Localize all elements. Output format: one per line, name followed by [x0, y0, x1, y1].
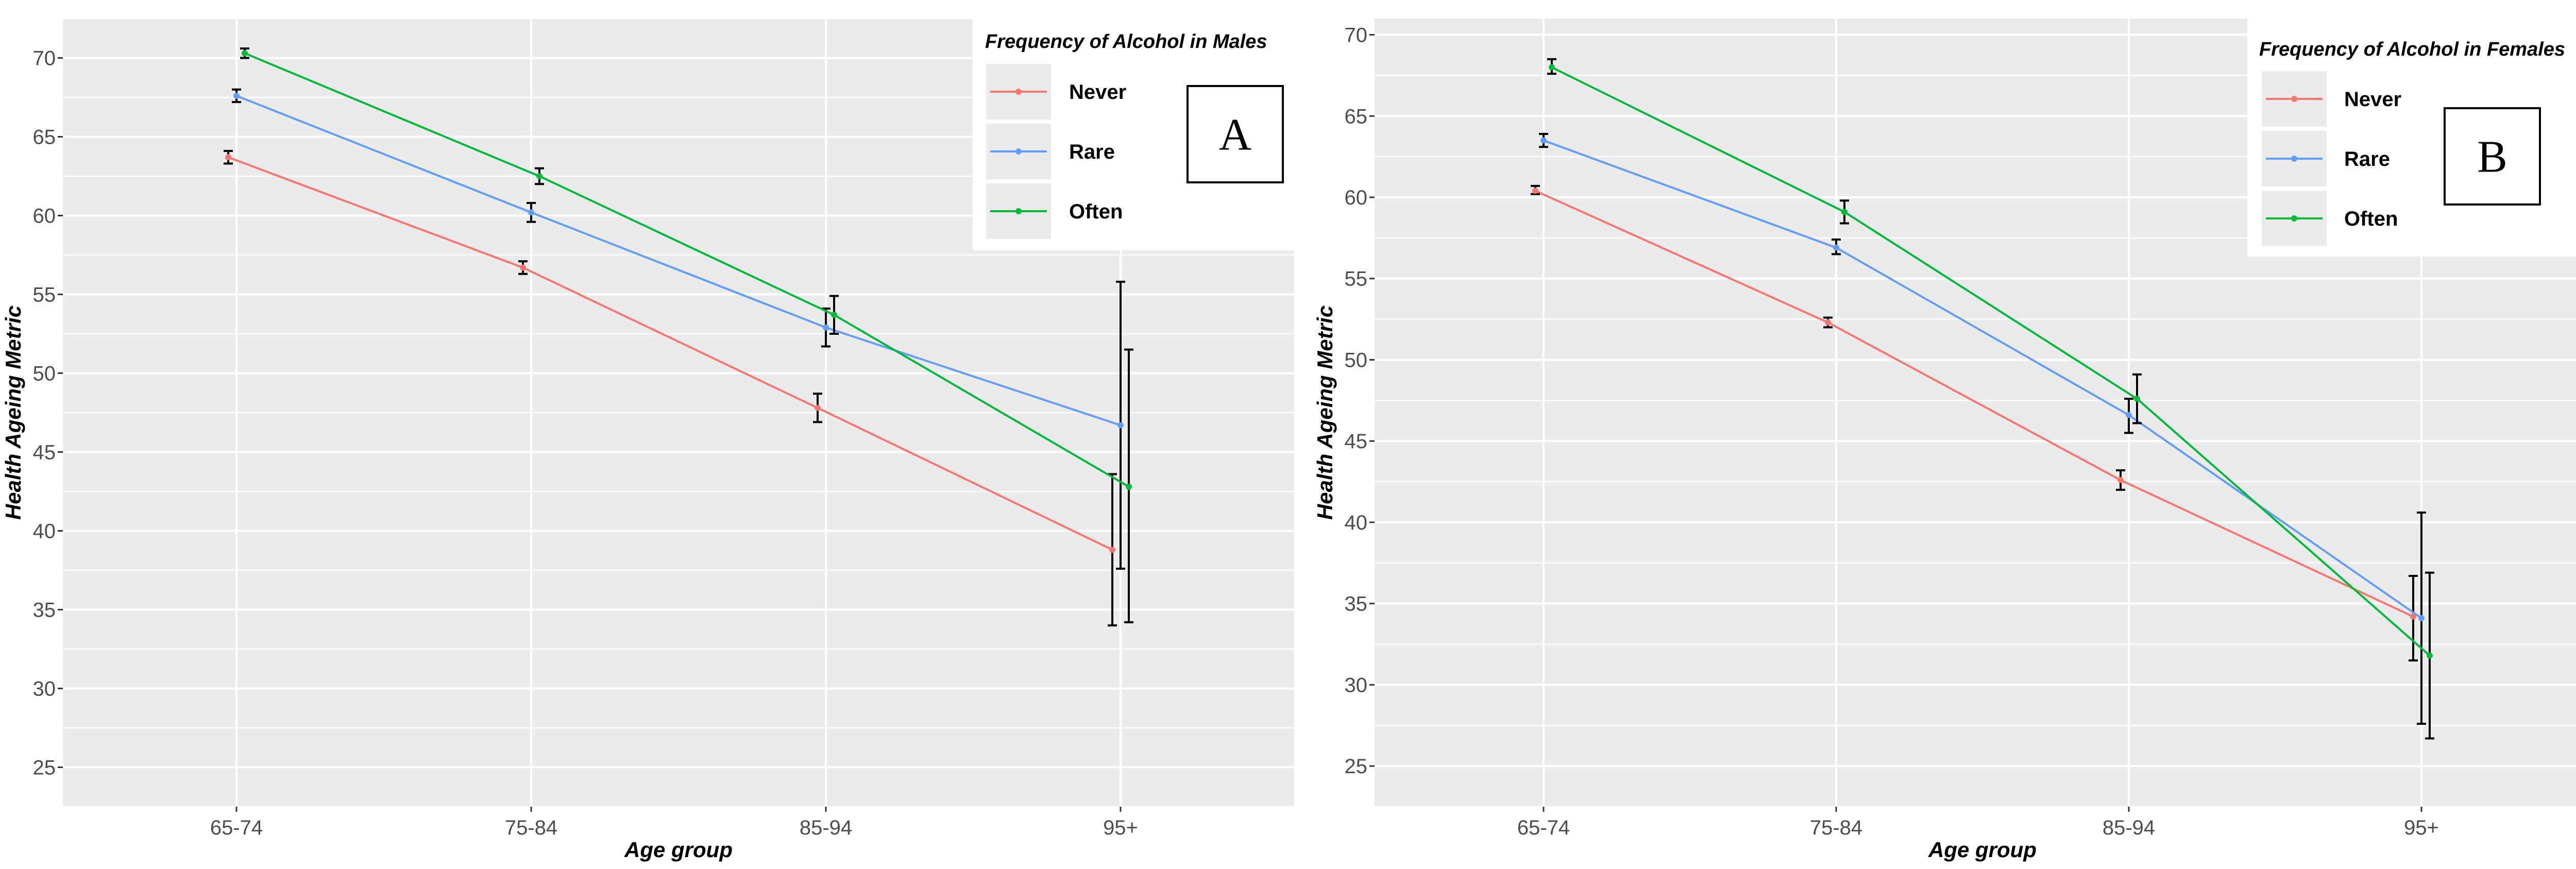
legend-item-never: Never	[2262, 71, 2401, 127]
y-tick-label: 25	[1345, 755, 1368, 778]
y-tick-label: 25	[33, 757, 56, 779]
data-point	[823, 324, 829, 331]
x-tick-label: 85-94	[800, 816, 852, 839]
data-point	[815, 404, 821, 411]
series-line-often	[1551, 66, 2431, 657]
y-tick-label: 55	[1345, 268, 1368, 291]
data-point	[831, 312, 837, 318]
data-point	[2134, 396, 2140, 402]
data-point	[2126, 412, 2132, 418]
series-line-never	[228, 156, 1113, 551]
legend-label: Never	[2344, 88, 2401, 111]
y-tick-label: 60	[33, 205, 56, 228]
y-tick-label: 30	[1345, 674, 1368, 696]
x-axis-title: Age group	[624, 838, 733, 862]
y-tick-label: 35	[1345, 593, 1368, 616]
series-line-rare	[236, 95, 1121, 427]
y-tick-label: 50	[33, 363, 56, 385]
series-line-never	[1535, 190, 2414, 618]
y-tick-label: 30	[33, 678, 56, 701]
series-often	[240, 47, 1133, 623]
panel-label-box: B	[2444, 107, 2541, 206]
y-tick-label: 50	[1345, 349, 1368, 371]
legend-item-rare: Rare	[986, 124, 1115, 179]
data-point	[1109, 547, 1115, 553]
x-tick-label: 95+	[1103, 816, 1138, 839]
legend-key-point	[1015, 148, 1022, 155]
panel-b: 25 30 35 40 45 50 55 60 65 70 65-74 75-84 85-94 95+ A…	[1313, 19, 2576, 862]
panel-a: 25 30 35 40 45 50 55 60 65 70 65-74 75-84 85-94 95+ A…	[1, 18, 1294, 862]
data-point	[2418, 615, 2425, 622]
data-point	[1549, 64, 1555, 71]
data-point	[1532, 188, 1538, 194]
y-tick-label: 55	[33, 284, 56, 306]
series-never	[1531, 184, 2418, 662]
x-tick-label: 65-74	[1517, 816, 1570, 839]
data-point	[1117, 422, 1124, 429]
data-point	[1126, 483, 1132, 490]
legend-key-point	[1015, 208, 1022, 214]
data-point	[528, 209, 534, 216]
data-point	[225, 154, 231, 161]
data-point	[2427, 652, 2433, 659]
x-tick-label: 75-84	[505, 816, 557, 839]
legend-title: Frequency of Alcohol in Females	[2259, 39, 2565, 60]
y-tick-label: 70	[33, 47, 56, 70]
x-tick-label: 85-94	[2103, 816, 2155, 839]
legend-label: Often	[1069, 200, 1123, 223]
data-point	[520, 264, 526, 271]
x-tick-label: 95+	[2404, 816, 2439, 839]
data-point	[2410, 613, 2416, 620]
legend-label: Never	[1069, 81, 1126, 104]
y-tick-label: 60	[1345, 186, 1368, 209]
legend-label: Rare	[1069, 141, 1115, 163]
y-tick-label: 65	[1345, 105, 1368, 128]
data-point	[1540, 137, 1547, 144]
series-never	[224, 150, 1117, 627]
y-axis-title: Health Ageing Metric	[1313, 305, 1337, 520]
y-tick-label: 70	[1345, 24, 1368, 47]
y-tick-label: 40	[33, 520, 56, 543]
y-tick-label: 35	[33, 599, 56, 622]
x-tick-label: 65-74	[210, 816, 263, 839]
data-point	[1833, 244, 1839, 251]
panel-label-box: A	[1187, 85, 1284, 183]
legend-key-point	[2291, 156, 2297, 162]
legend-key-point	[2291, 215, 2297, 221]
y-axis-title: Health Ageing Metric	[1, 305, 25, 520]
legend-key-point	[1015, 89, 1022, 95]
legend-item-often: Often	[986, 183, 1123, 239]
x-tick-label: 75-84	[1810, 816, 1862, 839]
data-point	[1841, 209, 1848, 215]
series-rare	[232, 88, 1125, 570]
data-point	[242, 50, 248, 57]
data-point	[536, 173, 543, 179]
panel-label: B	[2477, 132, 2507, 182]
legend-item-often: Often	[2262, 191, 2398, 246]
panel-label: A	[1219, 110, 1252, 160]
legend-label: Rare	[2344, 148, 2390, 171]
data-point	[233, 92, 240, 99]
legend-item-never: Never	[986, 64, 1126, 120]
series-often	[1547, 58, 2434, 740]
y-tick-label: 45	[33, 441, 56, 464]
legend-key-point	[2291, 96, 2297, 102]
series-line-rare	[1543, 139, 2422, 619]
y-tick-label: 45	[1345, 430, 1368, 453]
y-tick-label: 65	[33, 126, 56, 149]
legend-label: Often	[2344, 208, 2398, 230]
data-point	[1825, 319, 1831, 326]
x-axis-title: Age group	[1928, 838, 2037, 862]
legend-item-rare: Rare	[2262, 131, 2390, 186]
series-line-often	[244, 52, 1130, 488]
data-point	[2117, 476, 2124, 483]
legend-title: Frequency of Alcohol in Males	[985, 31, 1267, 53]
y-tick-label: 40	[1345, 512, 1368, 534]
series-rare	[1539, 132, 2426, 725]
